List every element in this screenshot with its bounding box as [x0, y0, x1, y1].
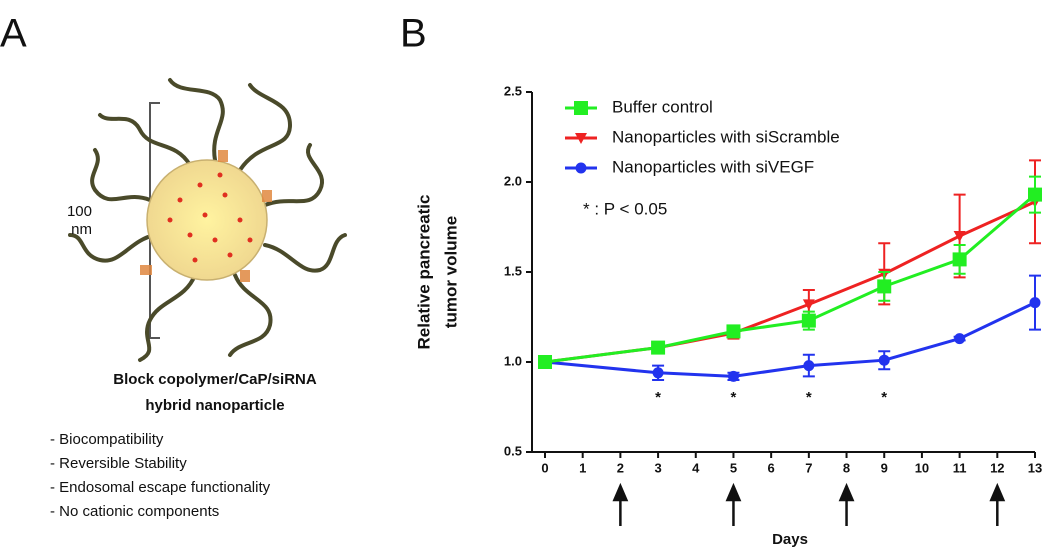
- y-tick-label: 2.0: [504, 173, 522, 188]
- y-tick-label: 1.0: [504, 353, 522, 368]
- legend-marker: [575, 162, 587, 174]
- injection-arrow: [838, 482, 855, 526]
- x-tick-label: 8: [843, 460, 850, 475]
- x-tick-label: 5: [730, 460, 737, 475]
- feature-item: - Reversible Stability: [50, 455, 187, 472]
- legend-marker: [575, 133, 587, 144]
- y-axis-title: Relative pancreatic: [414, 195, 433, 350]
- y-tick-label: 2.5: [504, 83, 522, 98]
- x-tick-label: 6: [768, 460, 775, 475]
- legend-label: Nanoparticles with siScramble: [612, 127, 840, 146]
- x-tick-label: 10: [915, 460, 929, 475]
- x-tick-label: 0: [541, 460, 548, 475]
- nanoparticle-diagram: [68, 78, 347, 362]
- significance-marker: *: [655, 389, 661, 406]
- x-axis-title: Days: [772, 531, 808, 548]
- data-point: [952, 252, 967, 267]
- data-point: [652, 367, 664, 379]
- data-point: [727, 370, 739, 382]
- data-point: [726, 324, 741, 339]
- x-tick-label: 12: [990, 460, 1004, 475]
- y-axis-title: tumor volume: [441, 216, 460, 328]
- feature-item: - Endosomal escape functionality: [50, 479, 271, 496]
- x-tick-label: 4: [692, 460, 700, 475]
- data-point: [801, 313, 816, 328]
- data-point: [1028, 187, 1042, 202]
- scale-label: 100: [67, 203, 92, 220]
- panel-label: B: [400, 12, 427, 56]
- panel-label: A: [0, 12, 27, 56]
- x-tick-label: 7: [805, 460, 812, 475]
- significance-marker: *: [881, 389, 887, 406]
- data-point: [651, 340, 666, 355]
- data-point: [802, 299, 815, 311]
- x-tick-label: 3: [654, 460, 661, 475]
- significance-note: * : P < 0.05: [583, 199, 667, 218]
- feature-item: - No cationic components: [50, 503, 219, 520]
- x-tick-label: 11: [953, 460, 967, 475]
- legend-label: Buffer control: [612, 97, 713, 116]
- data-point: [878, 354, 890, 366]
- data-point: [954, 333, 966, 345]
- injection-arrow: [989, 482, 1006, 526]
- feature-item: - Biocompatibility: [50, 431, 164, 448]
- y-tick-label: 0.5: [504, 443, 522, 458]
- legend-label: Nanoparticles with siVEGF: [612, 157, 814, 176]
- scale-label: nm: [71, 221, 92, 238]
- injection-arrow: [725, 482, 742, 526]
- significance-marker: *: [806, 389, 812, 406]
- y-tick-label: 1.5: [504, 263, 522, 278]
- x-tick-label: 1: [579, 460, 586, 475]
- data-point: [877, 279, 892, 294]
- x-tick-label: 2: [617, 460, 624, 475]
- x-tick-label: 13: [1028, 460, 1042, 475]
- caption: hybrid nanoparticle: [145, 397, 284, 414]
- x-tick-label: 9: [881, 460, 888, 475]
- data-point: [538, 355, 552, 369]
- data-point: [803, 360, 815, 372]
- significance-marker: *: [731, 389, 737, 406]
- data-point: [953, 231, 966, 242]
- data-point: [1029, 297, 1041, 309]
- legend-marker: [574, 101, 588, 115]
- caption: Block copolymer/CaP/siRNA: [113, 371, 317, 388]
- injection-arrow: [612, 482, 629, 526]
